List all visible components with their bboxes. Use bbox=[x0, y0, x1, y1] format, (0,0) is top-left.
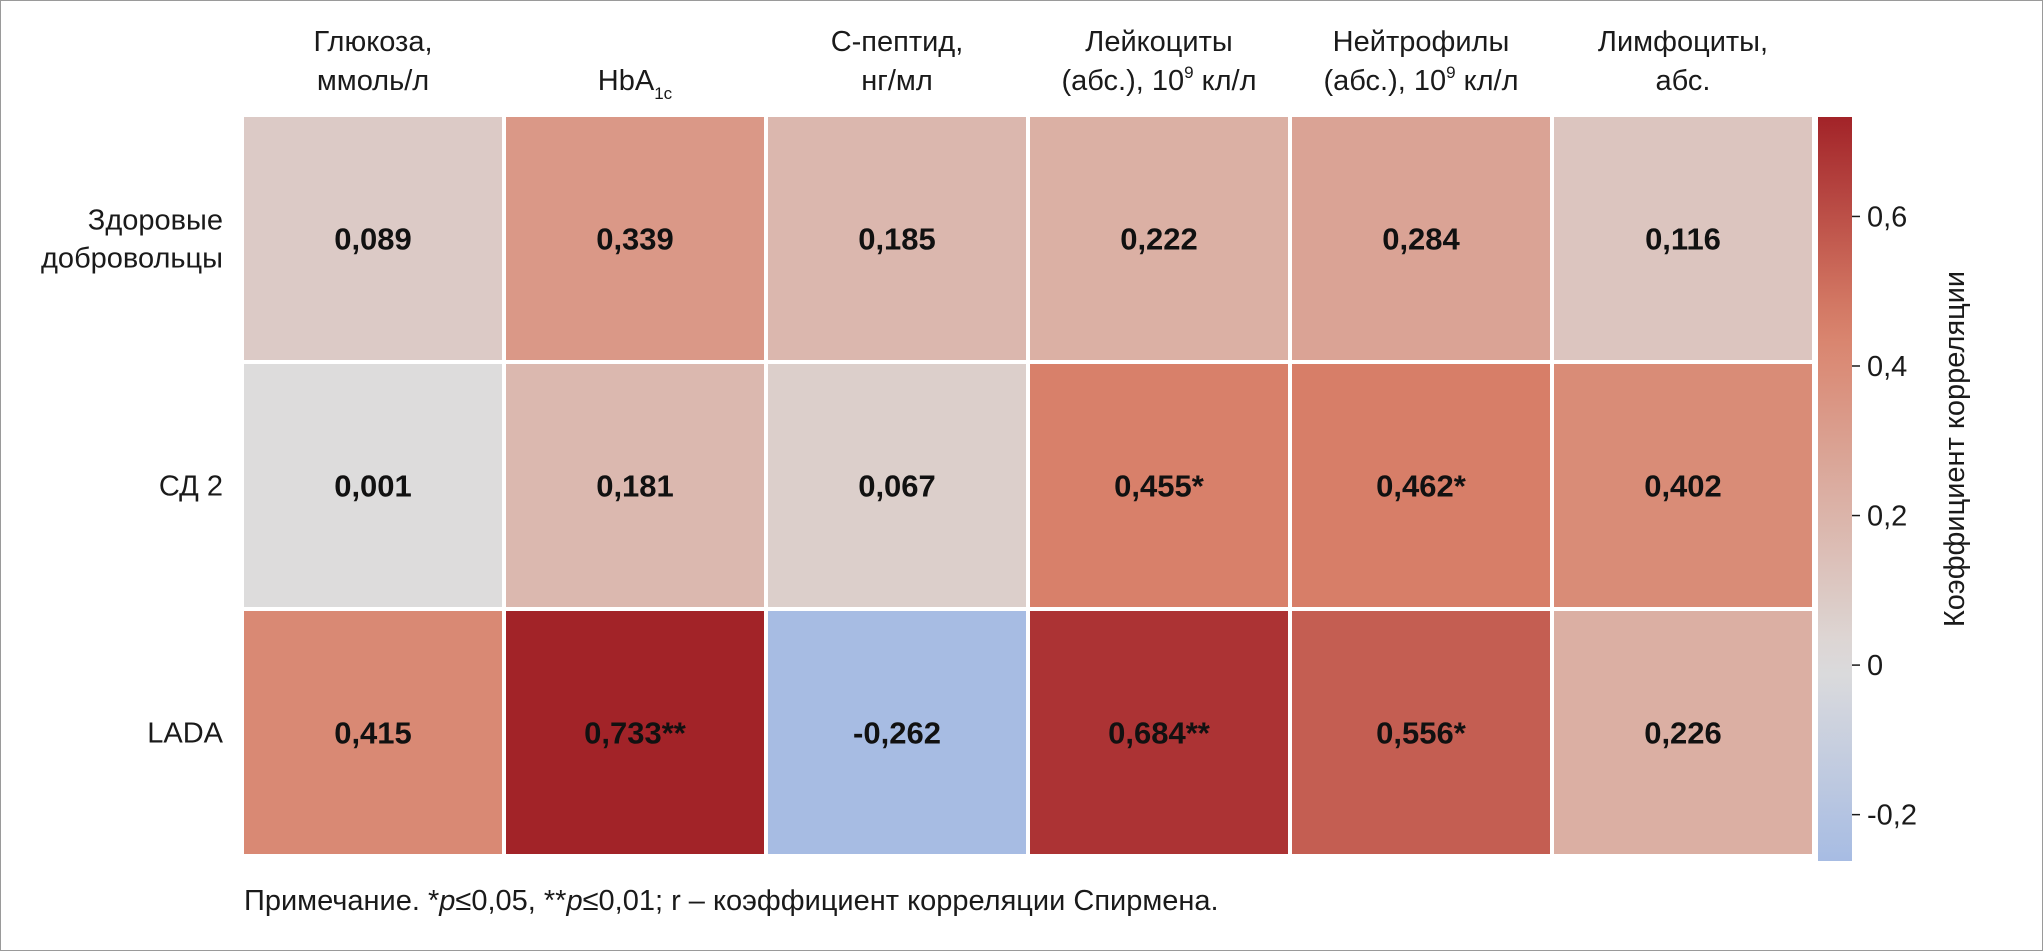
colorbar-ticks: -0,2 0 0,2 0,4 0,6 bbox=[1852, 201, 1917, 832]
heatmap-cell bbox=[1292, 364, 1550, 607]
colorbar: -0,2 0 0,2 0,4 0,6 Коэффициент корреляции bbox=[1818, 117, 1971, 861]
heatmap-cell bbox=[1554, 611, 1812, 854]
colorbar-tick-label: 0 bbox=[1867, 650, 1883, 682]
column-label: Глюкоза, bbox=[313, 26, 432, 58]
heatmap-cell bbox=[768, 117, 1026, 360]
heatmap-cell bbox=[1292, 611, 1550, 854]
colorbar-tick-label: 0,4 bbox=[1867, 351, 1907, 383]
column-label: С-пептид, bbox=[831, 26, 964, 58]
column-label: Лимфоциты, bbox=[1598, 26, 1768, 58]
heatmap-cell bbox=[244, 117, 502, 360]
column-label: Лейкоциты bbox=[1085, 26, 1232, 58]
heatmap-cell bbox=[1030, 117, 1288, 360]
heatmap-cell bbox=[768, 364, 1026, 607]
cell-value-label: 0,284 bbox=[1382, 222, 1460, 257]
column-label: Нейтрофилы bbox=[1333, 26, 1510, 58]
heatmap-cell bbox=[1554, 364, 1812, 607]
column-label: нг/мл bbox=[861, 65, 933, 97]
note-threshold-1: ≤0,05, ** bbox=[455, 885, 567, 917]
cell-value-label: 0,556* bbox=[1376, 716, 1467, 751]
cell-value-label: 0,455* bbox=[1114, 469, 1205, 504]
heatmap-cell bbox=[1030, 611, 1288, 854]
cell-value-label: 0,402 bbox=[1644, 469, 1722, 504]
cell-value-label: 0,089 bbox=[334, 222, 412, 257]
row-label: СД 2 bbox=[159, 471, 223, 503]
heatmap-cell bbox=[506, 611, 764, 854]
cell-value-label: 0,185 bbox=[858, 222, 936, 257]
cell-value-label: 0,415 bbox=[334, 716, 412, 751]
cell-value-label: 0,684** bbox=[1108, 716, 1211, 751]
heatmap-cell bbox=[1554, 117, 1812, 360]
cell-value-label: 0,339 bbox=[596, 222, 674, 257]
cell-value-label: 0,222 bbox=[1120, 222, 1198, 257]
cell-value-label: 0,226 bbox=[1644, 716, 1722, 751]
colorbar-tick-label: 0,2 bbox=[1867, 501, 1907, 533]
note-p-symbol: p bbox=[439, 885, 456, 917]
colorbar-title: Коэффициент корреляции bbox=[1939, 271, 1971, 627]
column-label: (абс.), 109 кл/л bbox=[1323, 63, 1518, 97]
cell-value-label: 0,181 bbox=[596, 469, 674, 504]
column-label: абс. bbox=[1656, 65, 1711, 97]
heatmap-cell bbox=[506, 117, 764, 360]
heatmap-cell bbox=[768, 611, 1026, 854]
column-label: HbA1c bbox=[598, 65, 673, 103]
heatmap-cell bbox=[1030, 364, 1288, 607]
cell-value-label: 0,733** bbox=[584, 716, 687, 751]
cell-value-label: 0,067 bbox=[858, 469, 936, 504]
heatmap-cells: 0,089 0,339 0,185 0,222 0,284 0,116 0,001 0,181… bbox=[244, 117, 1812, 854]
colorbar-tick-label: -0,2 bbox=[1867, 800, 1917, 832]
column-label: (абс.), 109 кл/л bbox=[1061, 63, 1256, 97]
row-label: LADA bbox=[147, 718, 223, 750]
note-threshold-2: ≤0,01; r – коэффициент корреляции Спирме… bbox=[582, 885, 1219, 917]
cell-value-label: 0,116 bbox=[1645, 222, 1721, 257]
cell-value-label: 0,462* bbox=[1376, 469, 1467, 504]
row-label: Здоровые bbox=[88, 205, 223, 237]
heatmap-cell bbox=[244, 364, 502, 607]
colorbar-tick-label: 0,6 bbox=[1867, 201, 1907, 233]
colorbar-scale bbox=[1818, 117, 1852, 861]
heatmap-cell bbox=[1292, 117, 1550, 360]
row-label: добровольцы bbox=[41, 243, 223, 275]
column-label: ммоль/л bbox=[317, 65, 429, 97]
column-labels: Глюкоза, ммоль/л HbA1c С-пептид, нг/мл Лейкоц… bbox=[313, 26, 1768, 103]
note-prefix: Примечание. * bbox=[244, 885, 440, 917]
row-labels: Здоровые добровольцы СД 2 LADA bbox=[41, 205, 224, 750]
cell-value-label: -0,262 bbox=[853, 716, 941, 751]
cell-value-label: 0,001 bbox=[334, 469, 412, 504]
chart-note: Примечание. *p≤0,05, **p≤0,01; r – коэфф… bbox=[244, 885, 1219, 918]
note-p-symbol: p bbox=[566, 885, 583, 917]
heatmap-cell bbox=[244, 611, 502, 854]
heatmap-cell bbox=[506, 364, 764, 607]
